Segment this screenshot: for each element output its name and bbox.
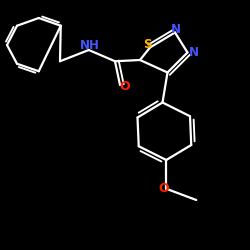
Text: O: O bbox=[158, 182, 168, 194]
Text: O: O bbox=[120, 80, 130, 93]
Text: N: N bbox=[171, 23, 181, 36]
Text: NH: NH bbox=[80, 39, 100, 52]
Text: S: S bbox=[143, 38, 152, 52]
Text: N: N bbox=[189, 46, 199, 59]
